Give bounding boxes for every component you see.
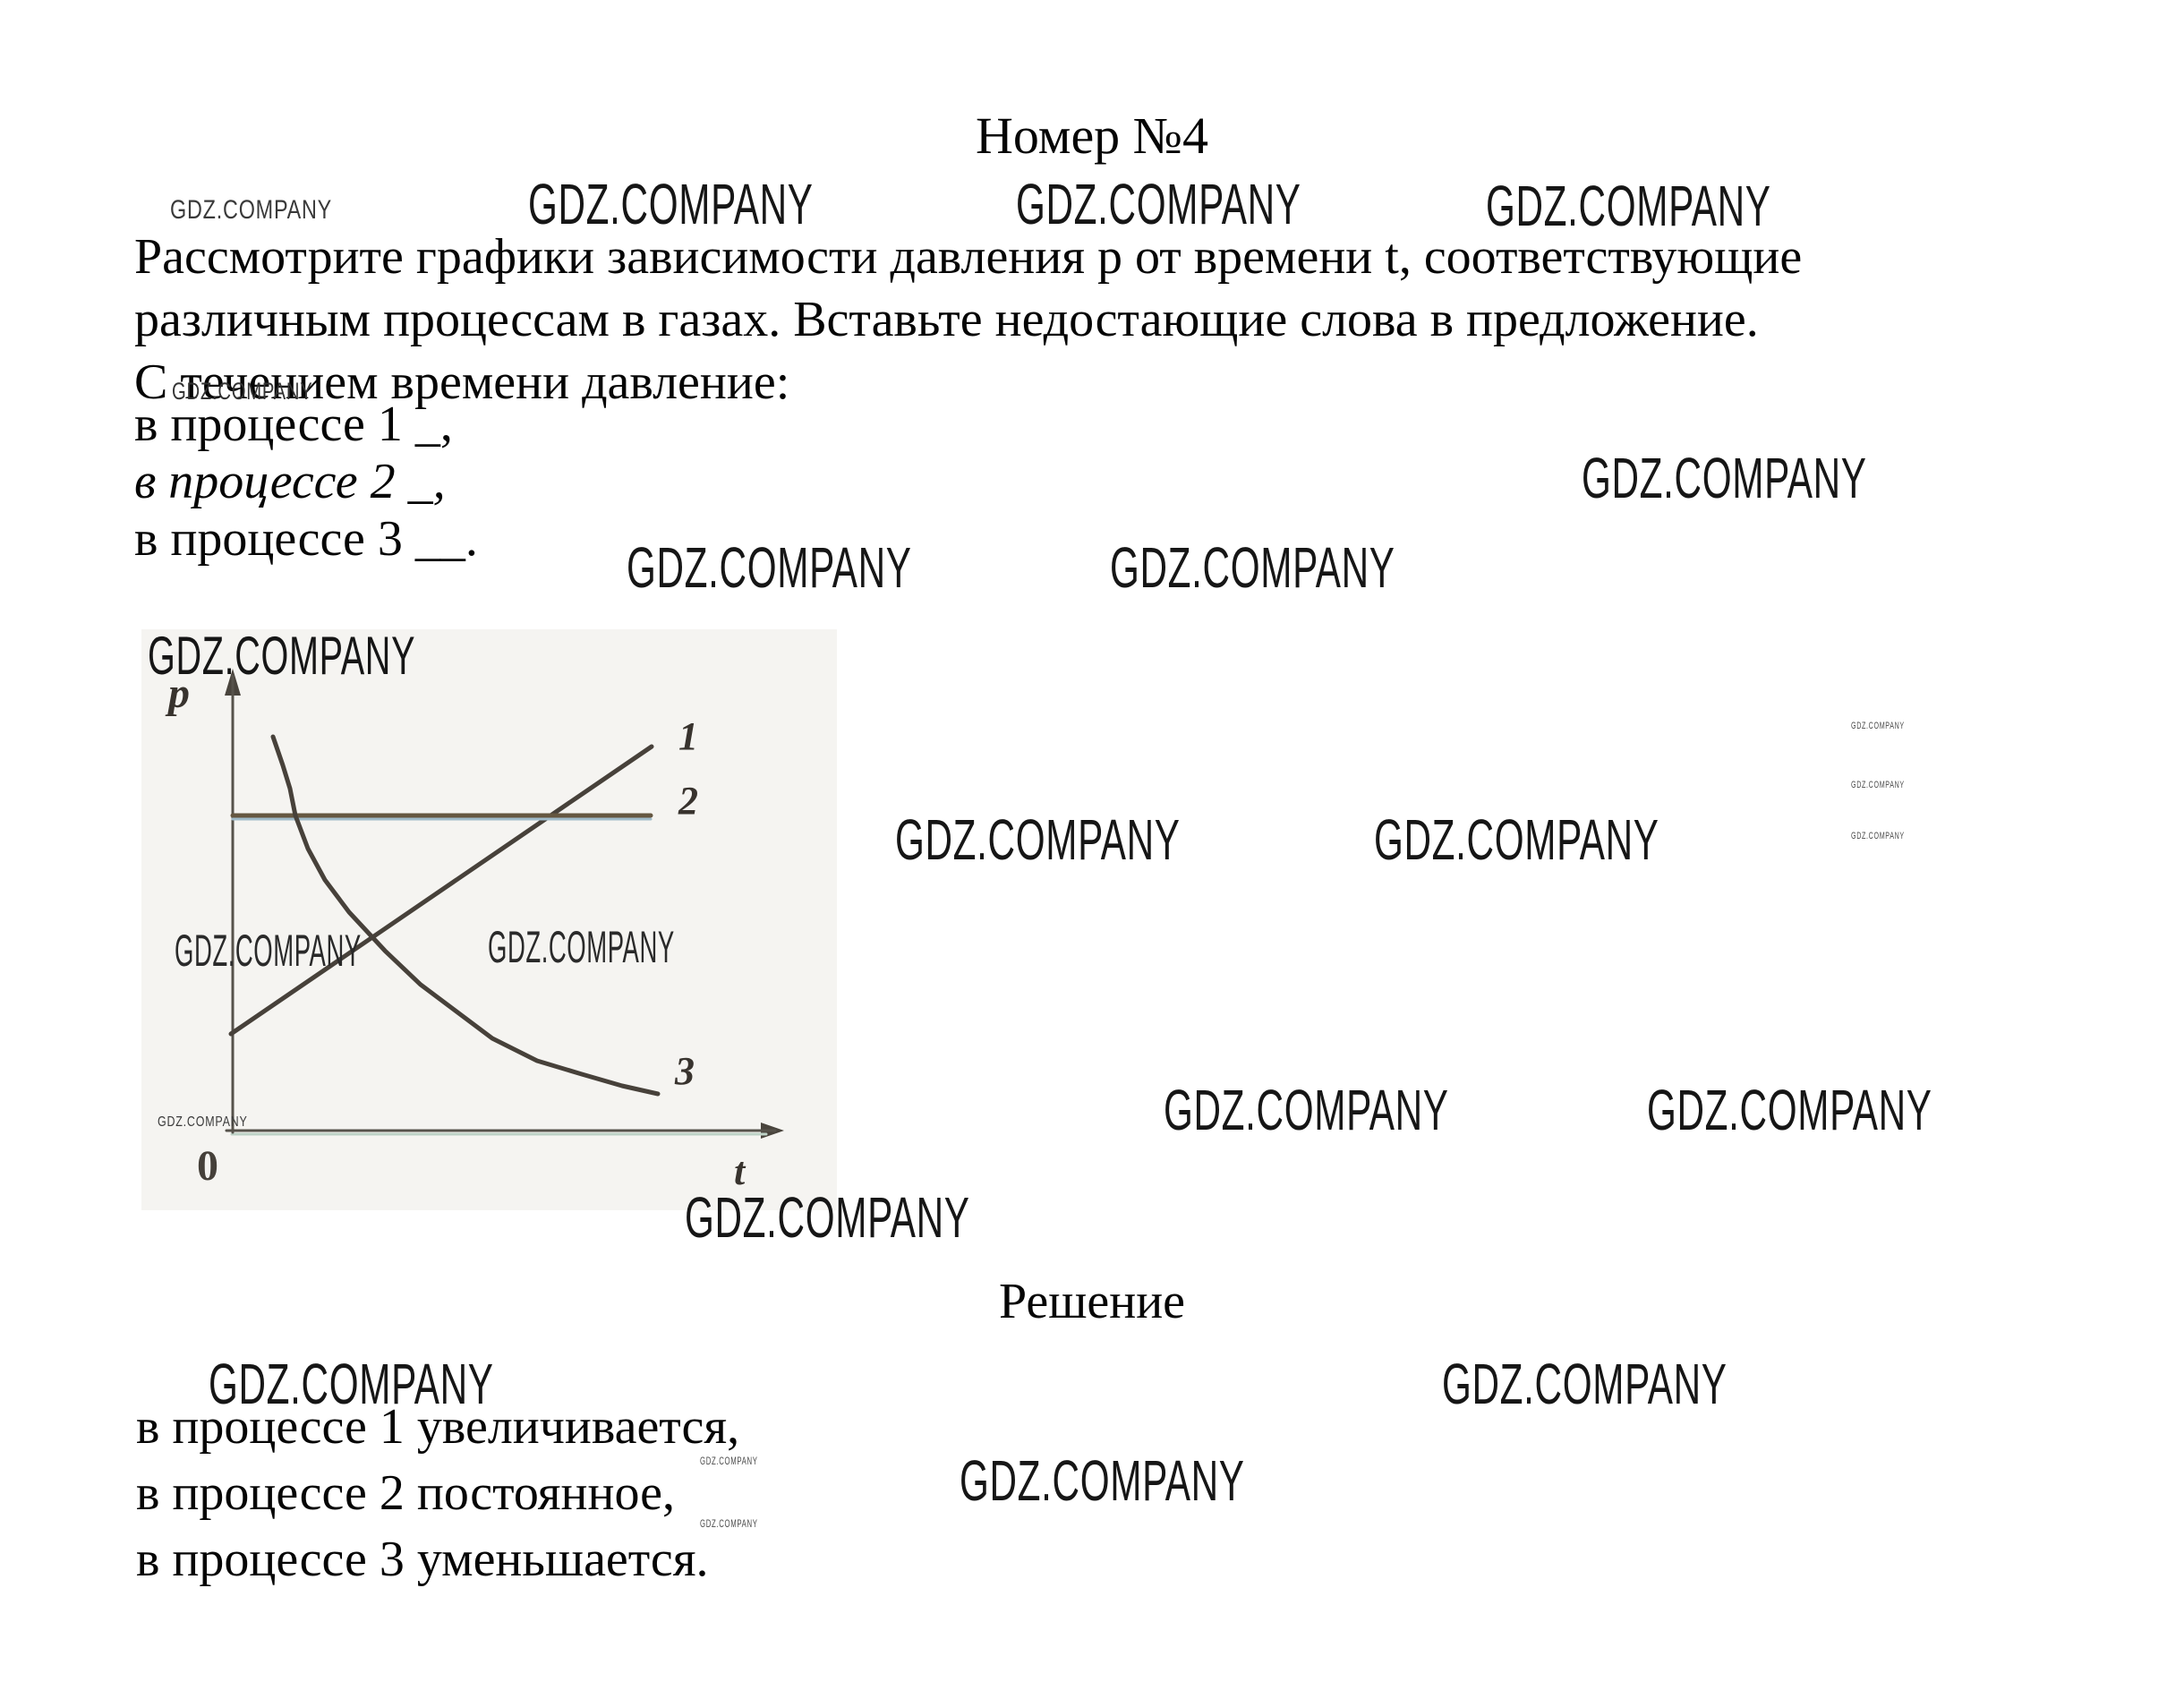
solution-item-process-2: в процессе 2 постоянное, [136, 1465, 675, 1521]
watermark: GDZ.COMPANY [172, 378, 313, 405]
blank-item-process-1: в процессе 1 _, [134, 397, 453, 452]
watermark: GDZ.COMPANY [1016, 172, 1301, 236]
watermark: GDZ.COMPANY [528, 172, 814, 236]
watermark: GDZ.COMPANY [700, 1517, 758, 1530]
watermark: GDZ.COMPANY [1486, 174, 1771, 238]
plot-svg [225, 669, 784, 1139]
blank-item-process-2: в процессе 2 _, [134, 454, 446, 509]
watermark: GDZ.COMPANY [1647, 1078, 1932, 1142]
watermark: GDZ.COMPANY [1582, 446, 1867, 510]
watermark: GDZ.COMPANY [685, 1185, 970, 1250]
problem-line-2: различным процессам в газах. Вставьте не… [134, 292, 1759, 347]
watermark: GDZ.COMPANY [1851, 721, 1905, 731]
watermark: GDZ.COMPANY [1110, 535, 1395, 600]
watermark: GDZ.COMPANY [895, 807, 1181, 872]
solution-item-process-3: в процессе 3 уменьшается. [136, 1532, 709, 1587]
blank-item-process-3: в процессе 3 __. [134, 511, 478, 567]
x-axis-label: t [734, 1149, 746, 1193]
solution-heading: Решение [998, 1274, 1186, 1329]
problem-line-1: Рассмотрите графики зависимости давления… [134, 229, 1803, 285]
watermark: GDZ.COMPANY [209, 1352, 494, 1416]
curve-label-3: 3 [675, 1049, 695, 1093]
watermark: GDZ.COMPANY [1164, 1078, 1449, 1142]
watermark: GDZ.COMPANY [627, 535, 912, 600]
watermark: GDZ.COMPANY [148, 626, 416, 686]
watermark: GDZ.COMPANY [1374, 807, 1659, 872]
watermark: GDZ.COMPANY [960, 1448, 1245, 1513]
origin-label: 0 [197, 1142, 218, 1190]
watermark: GDZ.COMPANY [158, 1114, 248, 1130]
curve-label-2: 2 [678, 779, 698, 823]
watermark: GDZ.COMPANY [700, 1455, 758, 1467]
watermark: GDZ.COMPANY [175, 926, 362, 976]
solution-item-process-1: в процессе 1 увеличивается, [136, 1399, 740, 1455]
y-axis-label: p [168, 670, 190, 717]
watermark: GDZ.COMPANY [1851, 780, 1905, 790]
watermark: GDZ.COMPANY [1851, 831, 1905, 841]
pressure-time-chart: GDZ.COMPANY GDZ.COMPANY GDZ.COMPANY GDZ.… [141, 629, 837, 1210]
watermark: GDZ.COMPANY [170, 195, 333, 225]
problem-text: Рассмотрите графики зависимости давления… [134, 226, 1802, 414]
problem-line-3: С течением времени давление: [134, 354, 790, 410]
page-title: Номер №4 [975, 107, 1209, 165]
watermark: GDZ.COMPANY [1442, 1352, 1728, 1416]
curve-label-1: 1 [678, 714, 698, 758]
watermark: GDZ.COMPANY [488, 922, 675, 972]
